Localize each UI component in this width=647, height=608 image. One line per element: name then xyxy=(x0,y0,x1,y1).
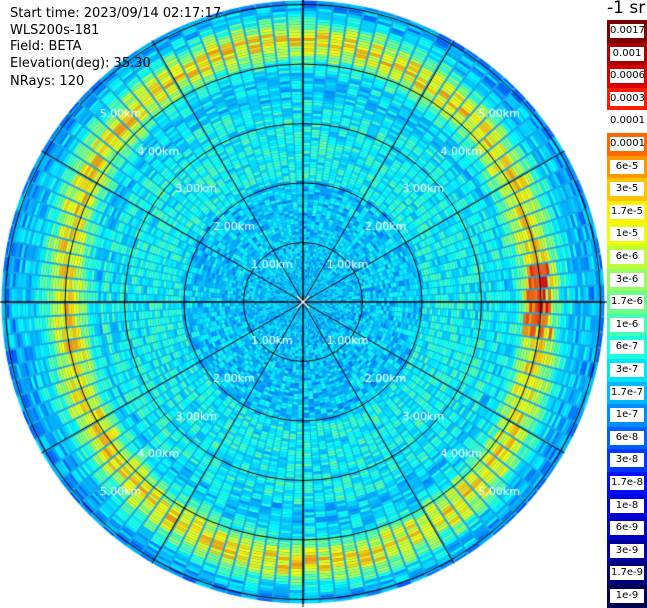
colorbar-label: 3e-6 xyxy=(610,272,644,287)
ppi-scan-plot xyxy=(0,0,607,607)
colorbar-label: 1.7e-8 xyxy=(610,476,644,490)
colorbar-label: 3e-8 xyxy=(610,453,644,468)
colorbar-segment: 0.0001 xyxy=(607,133,647,156)
colorbar-label: 0.001 xyxy=(610,46,644,61)
colorbar-segment: 1e-7 xyxy=(607,404,647,427)
colorbar-label: 3e-7 xyxy=(610,363,644,377)
colorbar-label: 1e-9 xyxy=(610,589,644,603)
colorbar-segment: 1e-6 xyxy=(607,313,647,337)
colorbar-segment: 1.7e-9 xyxy=(607,562,647,585)
colorbar-segment: 0.001 xyxy=(607,42,647,66)
elevation-text: Elevation(deg): 35.30 xyxy=(10,55,151,71)
colorbar-label: 0.0003 xyxy=(610,91,644,106)
colorbar-label: 6e-7 xyxy=(610,340,644,355)
system-name-text: WLS200s-181 xyxy=(10,22,100,38)
colorbar-segment: 1e-5 xyxy=(607,223,647,246)
start-time-text: Start time: 2023/09/14 02:17:17 xyxy=(10,6,222,21)
colorbar-label: 1.7e-5 xyxy=(610,204,644,219)
colorbar-segment: 3e-9 xyxy=(607,539,647,563)
colorbar-label: 1.7e-7 xyxy=(610,385,644,400)
colorbar-segment: 3e-5 xyxy=(607,178,647,201)
colorbar-segment: 6e-7 xyxy=(607,336,647,359)
colorbar-label: 1e-5 xyxy=(610,227,644,242)
colorbar-segment: 1e-8 xyxy=(607,494,647,518)
colorbar-label: 6e-5 xyxy=(610,159,644,174)
colorbar-segment: 6e-8 xyxy=(607,426,647,450)
colorbar: 0.0017 0.001 0.0006 0.0003 0.00017 0.0001 6e-5… xyxy=(607,20,647,608)
colorbar-label: 3e-9 xyxy=(610,543,644,558)
colorbar-label: 1e-6 xyxy=(610,317,644,332)
colorbar-label: 0.00017 xyxy=(610,114,644,129)
colorbar-label: 6e-9 xyxy=(610,521,644,536)
colorbar-label: 1.7e-6 xyxy=(610,295,644,310)
colorbar-segment: 1.7e-7 xyxy=(607,381,647,405)
colorbar-segment: 1.7e-5 xyxy=(607,200,647,224)
colorbar-segment: 3e-6 xyxy=(607,268,647,292)
colorbar-label: 3e-5 xyxy=(610,182,644,197)
colorbar-segment: 3e-7 xyxy=(607,359,647,382)
colorbar-label: 1e-7 xyxy=(610,408,644,423)
colorbar-unit: -1 sr xyxy=(607,0,646,18)
colorbar-label: 1e-8 xyxy=(610,498,644,513)
scan-info-panel: Start time: 2023/09/14 02:17:17 WLS200s-… xyxy=(10,6,222,91)
colorbar-segment: 1.7e-8 xyxy=(607,472,647,495)
colorbar-label: 6e-8 xyxy=(610,430,644,445)
colorbar-label: 6e-6 xyxy=(610,250,644,264)
colorbar-label: 1.7e-9 xyxy=(610,566,644,581)
colorbar-segment: 6e-6 xyxy=(607,246,647,269)
field-text: Field: BETA xyxy=(10,39,82,54)
colorbar-segment: 0.0003 xyxy=(607,87,647,111)
colorbar-segment: 6e-9 xyxy=(607,517,647,540)
colorbar-segment: 0.0006 xyxy=(607,65,647,88)
nrays-text: NRays: 120 xyxy=(10,74,85,89)
colorbar-segment: 0.00017 xyxy=(607,110,647,133)
colorbar-label: 0.0001 xyxy=(610,137,644,151)
colorbar-segment: 0.0017 xyxy=(607,20,647,43)
colorbar-label: 0.0017 xyxy=(610,24,644,38)
colorbar-label: 0.0006 xyxy=(610,69,644,84)
colorbar-segment: 3e-8 xyxy=(607,449,647,472)
colorbar-segment: 6e-5 xyxy=(607,155,647,179)
colorbar-segment: 1.7e-6 xyxy=(607,291,647,314)
colorbar-segment: 1e-9 xyxy=(607,585,647,608)
